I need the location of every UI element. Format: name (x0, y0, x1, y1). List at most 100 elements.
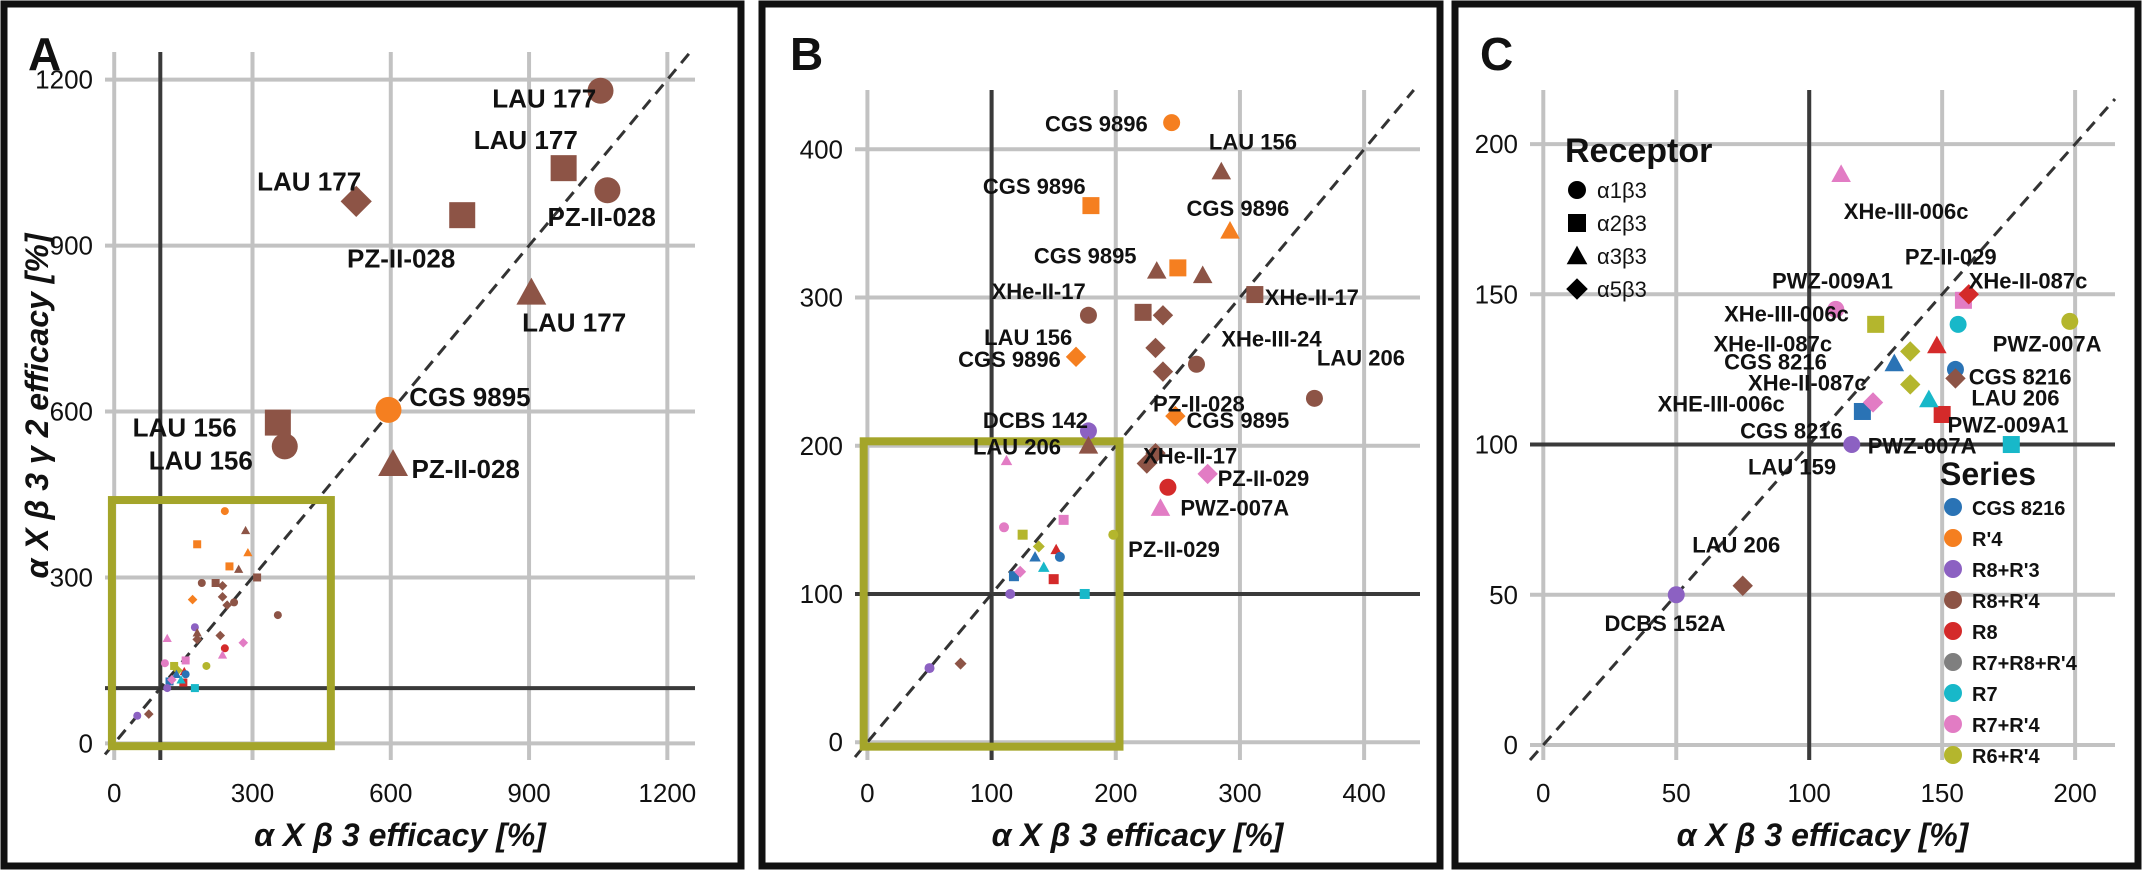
data-point (1048, 574, 1059, 585)
panel-c: C 0 50 100 150 200 0 50 100 150 200 XHe-III-006c PZ-… (1451, 0, 2142, 870)
data-point (1159, 478, 1177, 496)
point-annotation: XHe-II-087c (1748, 370, 1867, 395)
data-point (197, 579, 206, 587)
x-tick-label: 900 (507, 778, 550, 808)
point-annotation: PZ-II-028 (548, 202, 656, 232)
data-point (253, 573, 262, 582)
point-annotation: CGS 9896 (983, 174, 1086, 199)
data-point (217, 592, 228, 602)
point-annotation: CGS 9895 (409, 382, 530, 412)
data-point (1667, 586, 1685, 604)
point-annotation: XHe-II-17 (1265, 285, 1359, 310)
series-legend-label: R7+R8+R'4 (1972, 653, 2078, 675)
y-tick-label: 400 (800, 134, 843, 164)
panel-frame (758, 0, 1444, 870)
data-point (181, 656, 190, 665)
data-point (225, 562, 234, 571)
point-annotation: LAU 156 (149, 446, 253, 476)
data-point (1108, 529, 1119, 540)
point-annotation: CGS 9896 (958, 347, 1061, 372)
point-annotation: PZ-II-028 (347, 244, 455, 274)
data-point (190, 684, 199, 693)
data-point (1152, 361, 1174, 382)
data-point (1145, 337, 1166, 359)
data-point (587, 77, 614, 104)
data-point (1079, 422, 1097, 440)
series-legend-marker (1944, 498, 1962, 516)
zoom-box (859, 437, 1124, 751)
data-point (1079, 306, 1097, 324)
point-annotation: LAU 206 (1317, 346, 1405, 371)
data-point (1305, 389, 1323, 407)
data-point (1197, 463, 1218, 485)
data-point (1211, 161, 1232, 180)
x-tick-label: 100 (1788, 778, 1831, 808)
point-annotation: XHe-III-24 (1221, 326, 1322, 351)
data-point (181, 670, 190, 679)
data-point (193, 540, 202, 549)
data-point (1005, 588, 1016, 599)
data-point (1078, 435, 1099, 454)
zoom-box (107, 496, 335, 751)
data-point (1050, 543, 1062, 555)
receptor-legend-label: α1β3 (1597, 178, 1647, 203)
data-point (215, 630, 226, 641)
point-annotation: LAU 177 (474, 125, 578, 155)
data-point (924, 663, 935, 674)
x-axis-label: α X β 3 efficacy [%] (992, 817, 1285, 853)
data-point (176, 675, 186, 684)
data-point (192, 634, 202, 645)
data-point (1246, 286, 1264, 304)
data-point (1862, 392, 1884, 413)
point-annotation: DCBS 152A (1604, 611, 1725, 636)
x-tick-label: 150 (1920, 778, 1963, 808)
panel-letter: C (1480, 28, 1513, 80)
y-tick-label: 200 (1475, 129, 1518, 159)
data-point (230, 598, 239, 607)
x-tick-label: 200 (1094, 778, 1137, 808)
data-point (1014, 565, 1027, 578)
data-point (133, 711, 142, 720)
x-tick-label: 600 (369, 778, 412, 808)
point-annotation: CGS 9895 (1187, 408, 1290, 433)
panel-letter: A (28, 28, 61, 80)
data-point (1136, 453, 1158, 474)
data-point (550, 155, 577, 182)
identity-line (103, 51, 692, 756)
receptor-legend-marker (1566, 245, 1588, 265)
point-annotation: PZ-II-028 (412, 454, 520, 484)
series-legend-label: R6+R'4 (1972, 746, 2040, 768)
point-annotation: CGS 8216 (1969, 364, 2072, 389)
x-axis-label: α X β 3 efficacy [%] (254, 817, 547, 853)
series-legend-label: R7+R'4 (1972, 715, 2040, 737)
data-point (1134, 303, 1152, 321)
point-annotation: LAU 177 (522, 307, 626, 337)
receptor-legend-label: α5β3 (1597, 277, 1647, 302)
y-tick-label: 0 (829, 727, 843, 757)
data-point (222, 600, 232, 610)
data-point (160, 659, 169, 668)
series-legend-label: R'4 (1972, 529, 2003, 551)
data-point (171, 669, 182, 678)
point-annotation: LAU 156 (1209, 129, 1297, 154)
data-point (217, 580, 228, 591)
y-tick-label: 900 (50, 231, 93, 261)
series-legend-label: R8+R'4 (1972, 591, 2040, 613)
data-point (2002, 436, 2020, 454)
data-point (1169, 259, 1187, 277)
point-annotation: XHe-III-006c (1844, 199, 1969, 224)
point-annotation: LAU 156 (984, 325, 1072, 350)
x-tick-label: 300 (231, 778, 274, 808)
data-point (167, 674, 177, 685)
data-point (2061, 312, 2079, 330)
x-tick-label: 200 (2053, 778, 2096, 808)
point-annotation: CGS 9896 (1187, 196, 1290, 221)
point-annotation: CGS 8216 (1740, 419, 1843, 444)
data-point (1150, 498, 1171, 516)
data-point (211, 579, 220, 587)
point-annotation: PWZ-009A1 (1947, 413, 2068, 438)
panel-frame (1451, 0, 2142, 870)
y-axis-label: α X β 3 γ 2 efficacy [%] (19, 232, 55, 578)
point-annotation: LAU 206 (1971, 385, 2059, 410)
